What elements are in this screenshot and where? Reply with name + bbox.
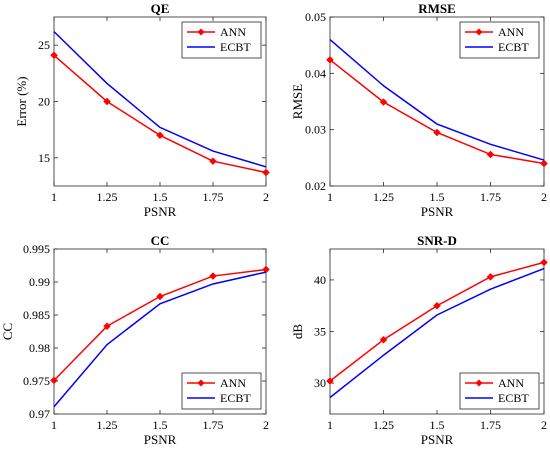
- x-axis-label: PSNR: [144, 432, 177, 447]
- x-tick-label: 1: [327, 190, 333, 204]
- data-point-ann: [103, 97, 111, 106]
- chart-panel-qe: QE 1 1.25 1.5 1.75 2 15 20 25 PSNR Error (%) ANNECB…: [14, 1, 270, 219]
- legend-marker-ann: [475, 379, 483, 387]
- legend-label-ecbt: ECBT: [498, 391, 529, 405]
- legend-marker-ann: [475, 28, 483, 36]
- y-tick-label: 0.05: [305, 10, 326, 24]
- legend-label-ann: ANN: [498, 25, 524, 39]
- x-axis-label: PSNR: [421, 432, 454, 447]
- x-tick-label: 1.25: [373, 190, 394, 204]
- series-line-ecbt: [53, 271, 267, 408]
- x-tick-label: 1.5: [153, 418, 168, 432]
- x-axis-label: PSNR: [421, 204, 454, 219]
- x-tick-label: 1.75: [480, 190, 501, 204]
- data-point-ann: [209, 272, 217, 280]
- series-line-ecbt: [329, 38, 545, 161]
- legend-label-ann: ANN: [220, 376, 246, 390]
- x-tick-label: 1.25: [97, 190, 118, 204]
- y-tick-label: 0.995: [23, 242, 50, 256]
- y-axis-label: RMSE: [290, 84, 305, 119]
- data-point-ann: [433, 128, 441, 137]
- y-axis-label: Error (%): [14, 76, 29, 126]
- data-point-ann: [433, 301, 441, 310]
- x-tick-label: 1.75: [203, 418, 224, 432]
- y-tick-label: 35: [314, 325, 326, 339]
- chart-panel-rmse: RMSE 1 1.25 1.5 1.75 2 0.02 0.03 0.04 0.05 PSNR RMS…: [290, 1, 548, 219]
- y-tick-label: 0.03: [305, 123, 326, 137]
- legend-label-ecbt: ECBT: [498, 40, 529, 54]
- x-tick-label: 1.75: [480, 418, 501, 432]
- y-tick-label: 0.97: [29, 407, 50, 421]
- y-tick-label: 0.99: [29, 275, 50, 289]
- x-tick-label: 1.75: [203, 190, 224, 204]
- chart-title: QE: [151, 1, 170, 16]
- x-tick-label: 2: [263, 190, 269, 204]
- y-tick-label: 0.04: [305, 66, 326, 80]
- legend-box: [459, 21, 540, 59]
- legend-marker-ann: [197, 28, 205, 36]
- data-point-ann: [262, 168, 270, 177]
- y-tick-label: 0.98: [29, 341, 50, 355]
- x-tick-label: 1.5: [430, 190, 445, 204]
- data-point-ann: [326, 377, 334, 385]
- data-point-ann: [156, 131, 164, 140]
- data-point-ann: [486, 272, 495, 281]
- data-point-ann: [50, 51, 58, 60]
- data-point-ann: [209, 157, 217, 166]
- data-point-ann: [262, 265, 270, 274]
- x-tick-label: 2: [541, 418, 547, 432]
- series-line-ecbt: [329, 267, 545, 399]
- y-axis-label: dB: [290, 324, 305, 340]
- data-point-ann: [156, 292, 164, 301]
- legend-box: [459, 372, 540, 410]
- y-tick-label: 0.02: [305, 179, 326, 193]
- legend-box: [181, 21, 262, 59]
- x-tick-label: 1.5: [430, 418, 445, 432]
- x-tick-label: 1.25: [97, 418, 118, 432]
- series-line-ecbt: [53, 31, 267, 168]
- x-tick-label: 1: [51, 418, 57, 432]
- legend-box: [181, 372, 262, 410]
- legend-label-ann: ANN: [220, 25, 246, 39]
- chart-title: SNR-D: [417, 233, 457, 248]
- y-tick-label: 15: [38, 151, 50, 165]
- x-tick-label: 1: [327, 418, 333, 432]
- x-tick-label: 1.5: [153, 190, 168, 204]
- y-axis-label: CC: [0, 323, 15, 340]
- chart-title: CC: [151, 233, 170, 248]
- chart-title: RMSE: [418, 1, 456, 16]
- data-point-ann: [103, 322, 111, 331]
- x-axis-label: PSNR: [144, 204, 177, 219]
- x-tick-label: 1: [51, 190, 57, 204]
- legend-label-ecbt: ECBT: [220, 391, 251, 405]
- data-point-ann: [379, 98, 388, 106]
- x-tick-label: 2: [263, 418, 269, 432]
- data-point-ann: [379, 335, 388, 344]
- data-point-ann: [540, 159, 548, 168]
- y-tick-label: 40: [314, 273, 326, 287]
- x-tick-label: 2: [541, 190, 547, 204]
- y-tick-label: 25: [38, 38, 50, 52]
- y-tick-label: 30: [314, 376, 326, 390]
- data-point-ann: [540, 258, 548, 267]
- data-point-ann: [50, 376, 58, 385]
- chart-panel-cc: CC 1 1.25 1.5 1.75 2 0.97 0.975 0.98 0.985 0.99 0.9…: [0, 233, 270, 447]
- data-point-ann: [486, 150, 495, 159]
- y-tick-label: 0.985: [23, 308, 50, 322]
- legend-marker-ann: [197, 379, 205, 387]
- legend-label-ann: ANN: [498, 376, 524, 390]
- legend-label-ecbt: ECBT: [220, 40, 251, 54]
- x-tick-label: 1.25: [373, 418, 394, 432]
- y-tick-label: 20: [38, 95, 50, 109]
- data-point-ann: [326, 55, 334, 64]
- y-tick-label: 0.975: [23, 374, 50, 388]
